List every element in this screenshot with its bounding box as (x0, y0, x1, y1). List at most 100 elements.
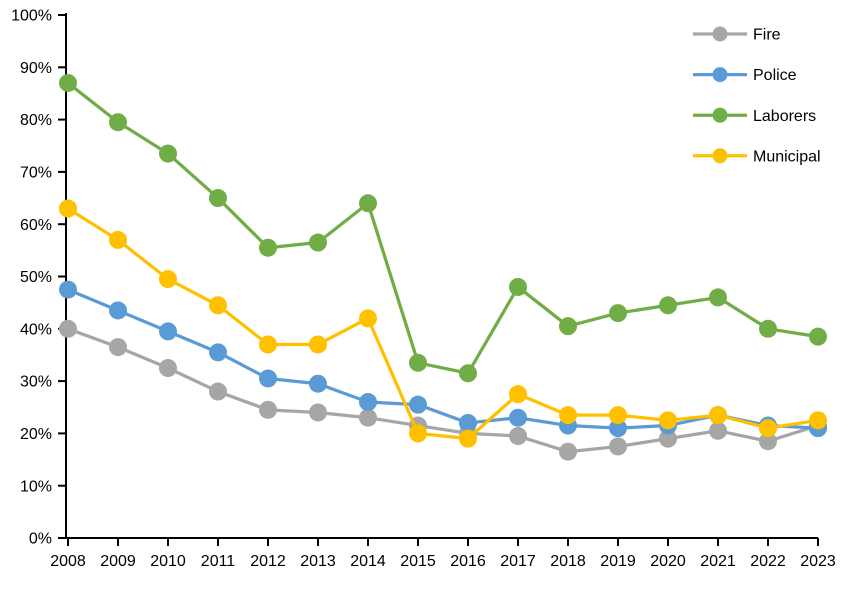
x-tick-label: 2019 (600, 553, 636, 570)
data-point-fire-2018 (559, 442, 577, 461)
data-point-laborers-2021 (709, 288, 727, 307)
data-point-laborers-2020 (659, 296, 677, 315)
x-tick-label: 2016 (450, 553, 486, 570)
data-point-laborers-2016 (459, 364, 477, 383)
x-tick-label: 2018 (550, 553, 586, 570)
data-point-municipal-2013 (309, 335, 327, 354)
data-point-municipal-2023 (809, 411, 827, 430)
legend-item-municipal: Municipal (693, 148, 821, 165)
y-tick-label: 80% (20, 112, 52, 129)
data-point-municipal-2021 (709, 406, 727, 425)
data-point-fire-2008 (59, 319, 77, 338)
x-tick-label: 2013 (300, 553, 336, 570)
data-point-fire-2020 (659, 429, 677, 448)
data-point-municipal-2014 (359, 309, 377, 328)
data-point-police-2019 (609, 419, 627, 438)
data-point-fire-2013 (309, 403, 327, 422)
data-point-laborers-2015 (409, 353, 427, 372)
y-tick-label: 40% (20, 321, 52, 338)
data-point-police-2014 (359, 393, 377, 412)
x-tick-label: 2020 (650, 553, 686, 570)
data-point-municipal-2020 (659, 411, 677, 430)
data-point-municipal-2017 (509, 385, 527, 404)
x-tick-label: 2011 (201, 553, 236, 570)
y-axis: 0% 10% 20% 30% 40% 50% 60% 70% 80% 90% 100% (11, 8, 66, 548)
x-tick-label: 2017 (500, 553, 536, 570)
x-tick-label: 2015 (400, 553, 436, 570)
data-point-police-2015 (409, 395, 427, 414)
data-point-laborers-2011 (209, 189, 227, 208)
y-tick-label: 100% (11, 8, 52, 25)
data-point-municipal-2019 (609, 406, 627, 425)
legend-label: Fire (753, 27, 781, 44)
x-tick-label: 2022 (750, 553, 786, 570)
data-point-laborers-2010 (159, 144, 177, 163)
legend-label: Police (753, 67, 797, 84)
legend: Fire Police Laborers Municipal (693, 26, 821, 165)
data-point-police-2012 (259, 369, 277, 388)
data-point-laborers-2009 (109, 113, 127, 132)
data-point-police-2008 (59, 280, 77, 299)
data-point-laborers-2012 (259, 238, 277, 257)
data-point-laborers-2013 (309, 233, 327, 252)
legend-label: Laborers (753, 108, 816, 125)
x-tick-label: 2012 (250, 553, 286, 570)
y-tick-label: 30% (20, 374, 52, 391)
x-tick-label: 2009 (100, 553, 136, 570)
series-line-police (66, 287, 820, 430)
legend-marker (712, 148, 728, 164)
data-point-police-2017 (509, 408, 527, 427)
data-point-police-2016 (459, 413, 477, 432)
x-tick-label: 2021 (700, 553, 736, 570)
data-point-laborers-2018 (559, 317, 577, 336)
data-point-fire-2014 (359, 408, 377, 427)
legend-item-laborers: Laborers (693, 107, 816, 125)
data-point-municipal-2022 (759, 419, 777, 438)
data-point-fire-2019 (609, 437, 627, 456)
y-tick-label: 50% (20, 269, 52, 286)
legend-item-fire: Fire (693, 26, 781, 44)
data-point-fire-2022 (759, 432, 777, 451)
data-point-fire-2010 (159, 359, 177, 378)
data-point-municipal-2011 (209, 296, 227, 315)
series-municipal (59, 199, 827, 448)
data-point-police-2010 (159, 322, 177, 341)
legend-marker (712, 26, 728, 42)
data-point-fire-2021 (709, 421, 727, 440)
legend-marker (712, 67, 728, 83)
data-point-laborers-2017 (509, 277, 527, 296)
data-point-fire-2017 (509, 427, 527, 446)
series-line-fire (66, 327, 820, 454)
data-point-municipal-2016 (459, 429, 477, 448)
x-tick-label: 2010 (150, 553, 186, 570)
series-line-laborers (66, 81, 820, 375)
data-point-laborers-2023 (809, 327, 827, 346)
x-tick-label: 2014 (350, 553, 386, 570)
data-point-police-2011 (209, 343, 227, 362)
y-tick-label: 10% (20, 478, 52, 495)
data-point-laborers-2008 (59, 73, 77, 92)
y-tick-label: 90% (20, 60, 52, 77)
legend-item-police: Police (693, 67, 797, 84)
data-point-municipal-2018 (559, 406, 577, 425)
data-point-police-2013 (309, 374, 327, 393)
data-point-laborers-2022 (759, 319, 777, 338)
data-point-municipal-2012 (259, 335, 277, 354)
x-tick-label: 2008 (50, 553, 86, 570)
data-point-municipal-2010 (159, 270, 177, 289)
data-point-municipal-2015 (409, 424, 427, 443)
y-tick-label: 0% (29, 531, 52, 548)
data-point-laborers-2014 (359, 194, 377, 213)
data-point-laborers-2019 (609, 304, 627, 323)
data-point-municipal-2008 (59, 199, 77, 218)
data-point-fire-2011 (209, 382, 227, 401)
legend-label: Municipal (753, 148, 821, 165)
series-laborers (59, 73, 827, 383)
x-axis: 2008 2009 2010 2011 2012 2013 2014 2015 2016 2017… (50, 538, 836, 570)
data-point-fire-2012 (259, 400, 277, 419)
series-line-municipal (66, 206, 820, 441)
x-tick-label: 2023 (800, 553, 836, 570)
data-point-municipal-2009 (109, 230, 127, 249)
data-point-fire-2009 (109, 338, 127, 357)
